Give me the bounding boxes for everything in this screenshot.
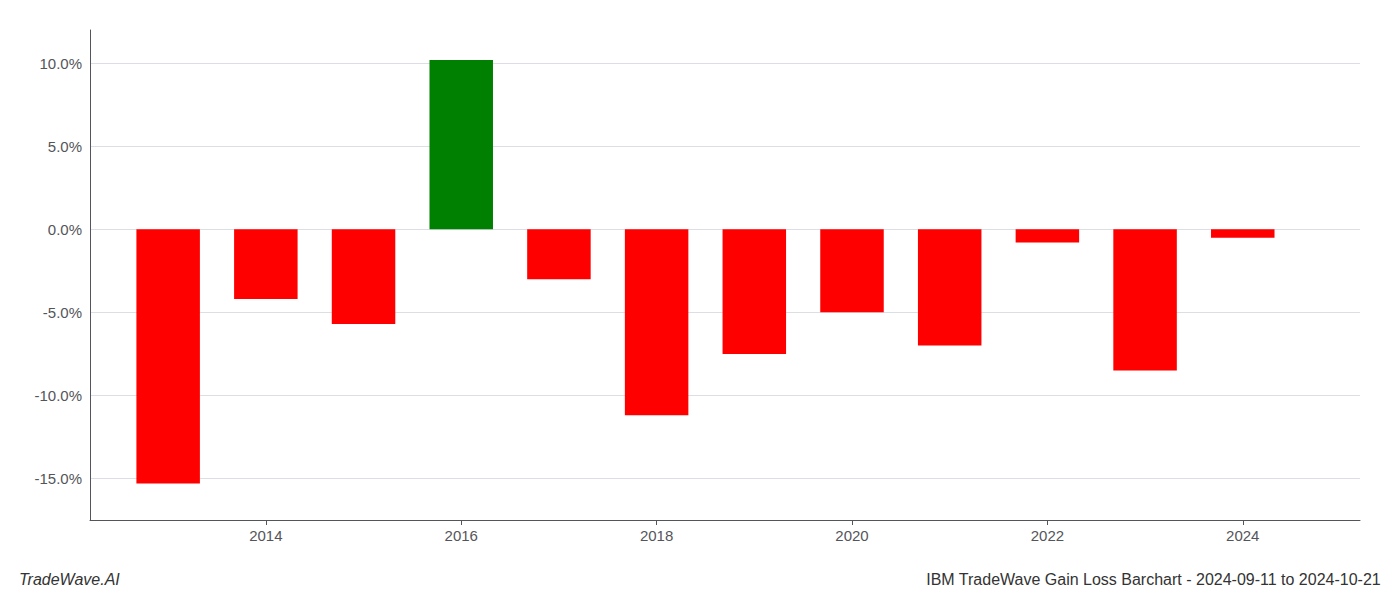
svg-text:2014: 2014	[249, 527, 282, 544]
svg-text:TradeWave.AI: TradeWave.AI	[19, 571, 120, 588]
svg-text:5.0%: 5.0%	[48, 138, 82, 155]
svg-text:0.0%: 0.0%	[48, 221, 82, 238]
svg-text:2020: 2020	[835, 527, 868, 544]
svg-text:-5.0%: -5.0%	[43, 304, 82, 321]
svg-text:2016: 2016	[445, 527, 478, 544]
svg-text:2018: 2018	[640, 527, 673, 544]
svg-text:10.0%: 10.0%	[39, 55, 82, 72]
svg-text:-15.0%: -15.0%	[34, 470, 82, 487]
svg-text:2024: 2024	[1226, 527, 1259, 544]
svg-text:2022: 2022	[1031, 527, 1064, 544]
svg-text:IBM TradeWave Gain Loss Barcha: IBM TradeWave Gain Loss Barchart - 2024-…	[926, 571, 1381, 588]
svg-text:-10.0%: -10.0%	[34, 387, 82, 404]
